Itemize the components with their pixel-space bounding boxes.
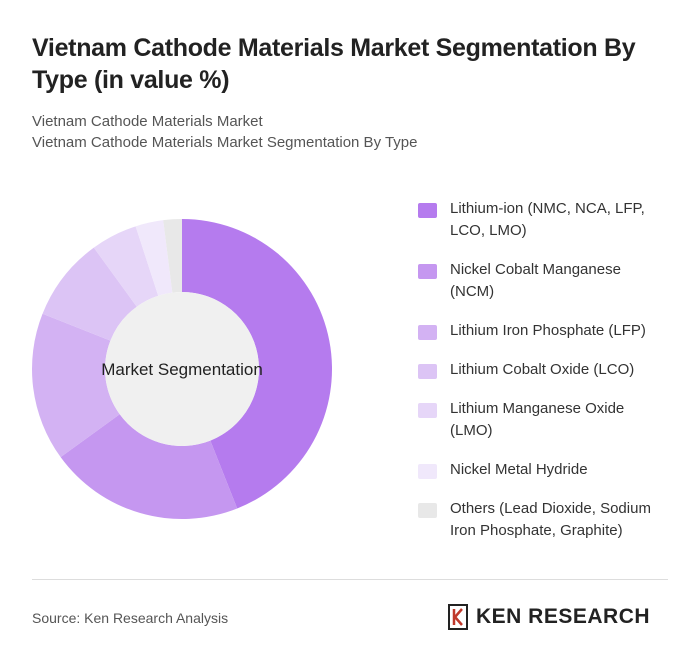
legend-label: Lithium Iron Phosphate (LFP) — [450, 322, 646, 339]
donut-slice — [135, 220, 173, 296]
legend-item: Nickel Metal Hydride — [418, 459, 668, 481]
legend-item: Lithium Manganese Oxide (LMO) — [418, 398, 668, 442]
donut-hole — [105, 292, 259, 446]
donut-slice — [182, 219, 332, 509]
legend-swatch — [418, 325, 437, 340]
legend-swatch — [418, 264, 437, 279]
legend-swatch — [418, 403, 437, 418]
logo: KEN RESEARCH — [448, 604, 650, 630]
donut-chart: Market Segmentation — [32, 219, 332, 520]
legend-item: Lithium Cobalt Oxide (LCO) — [418, 359, 668, 381]
divider — [32, 579, 668, 580]
legend-swatch — [418, 364, 437, 379]
donut-slice — [42, 247, 137, 341]
source: Source: Ken Research Analysis — [32, 610, 229, 626]
legend-label: Nickel Metal Hydride — [450, 461, 588, 478]
legend-item: Others (Lead Dioxide, Sodium Iron Phosph… — [418, 498, 668, 542]
logo-text: KEN RESEARCH — [476, 605, 651, 628]
legend-label: Others (Lead Dioxide, Sodium Iron Phosph… — [450, 500, 651, 539]
subtitle: Vietnam Cathode Materials Market Segment… — [32, 134, 418, 151]
logo-icon — [448, 604, 468, 630]
chart-title: Vietnam Cathode Materials Market Segment… — [32, 34, 636, 94]
donut-slice — [60, 414, 238, 520]
legend-swatch — [418, 464, 437, 479]
legend-swatch — [418, 203, 437, 218]
legend-label: Lithium Manganese Oxide (LMO) — [450, 400, 625, 439]
legend-label: Lithium Cobalt Oxide (LCO) — [450, 361, 635, 378]
subtitle: Vietnam Cathode Materials Market — [32, 113, 263, 130]
legend-label: Lithium-ion (NMC, NCA, LFP, LCO, LMO) — [450, 200, 645, 239]
legend-label: Nickel Cobalt Manganese (NCM) — [450, 261, 621, 300]
legend-item: Nickel Cobalt Manganese (NCM) — [418, 259, 668, 303]
center-label: Market Segmentation — [101, 360, 263, 379]
legend: Lithium-ion (NMC, NCA, LFP, LCO, LMO) Nic… — [418, 198, 668, 559]
legend-item: Lithium-ion (NMC, NCA, LFP, LCO, LMO) — [418, 198, 668, 242]
donut-slice — [32, 313, 120, 458]
donut-slice — [93, 226, 159, 307]
donut-slice — [163, 219, 182, 293]
legend-swatch — [418, 503, 437, 518]
legend-item: Lithium Iron Phosphate (LFP) — [418, 320, 668, 342]
